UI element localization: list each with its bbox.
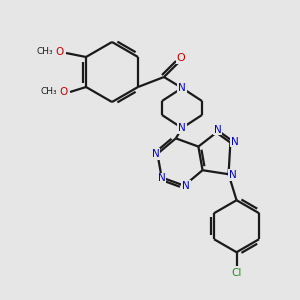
Text: N: N (182, 181, 190, 190)
Text: CH₃: CH₃ (37, 47, 53, 56)
Text: N: N (230, 136, 238, 147)
Text: N: N (229, 170, 236, 180)
Text: Cl: Cl (231, 268, 242, 278)
Text: N: N (214, 124, 221, 135)
Text: CH₃: CH₃ (41, 88, 57, 97)
Text: N: N (158, 173, 166, 183)
Text: N: N (152, 149, 159, 159)
Text: O: O (59, 87, 67, 97)
Text: N: N (178, 123, 186, 133)
Text: N: N (178, 83, 186, 93)
Text: O: O (55, 47, 63, 57)
Text: O: O (177, 53, 185, 63)
